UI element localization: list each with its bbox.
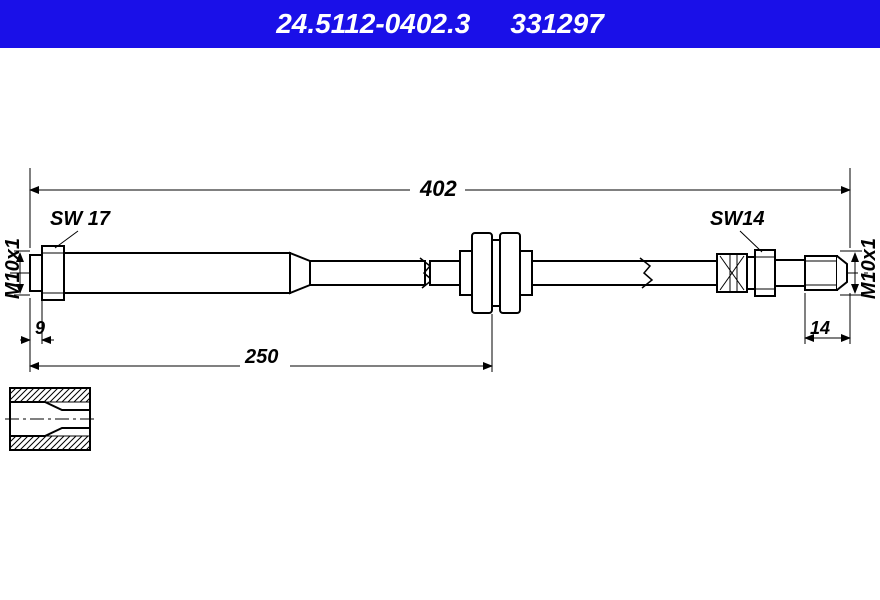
technical-drawing: M10x1 M10x1 SW 17 SW14 402 250 9 14 — [0, 48, 880, 600]
part-number: 24.5112-0402.3 — [276, 8, 470, 40]
drawing-svg — [0, 48, 880, 600]
header-bar: 24.5112-0402.3 331297 — [0, 0, 880, 48]
part-code: 331297 — [510, 8, 603, 40]
